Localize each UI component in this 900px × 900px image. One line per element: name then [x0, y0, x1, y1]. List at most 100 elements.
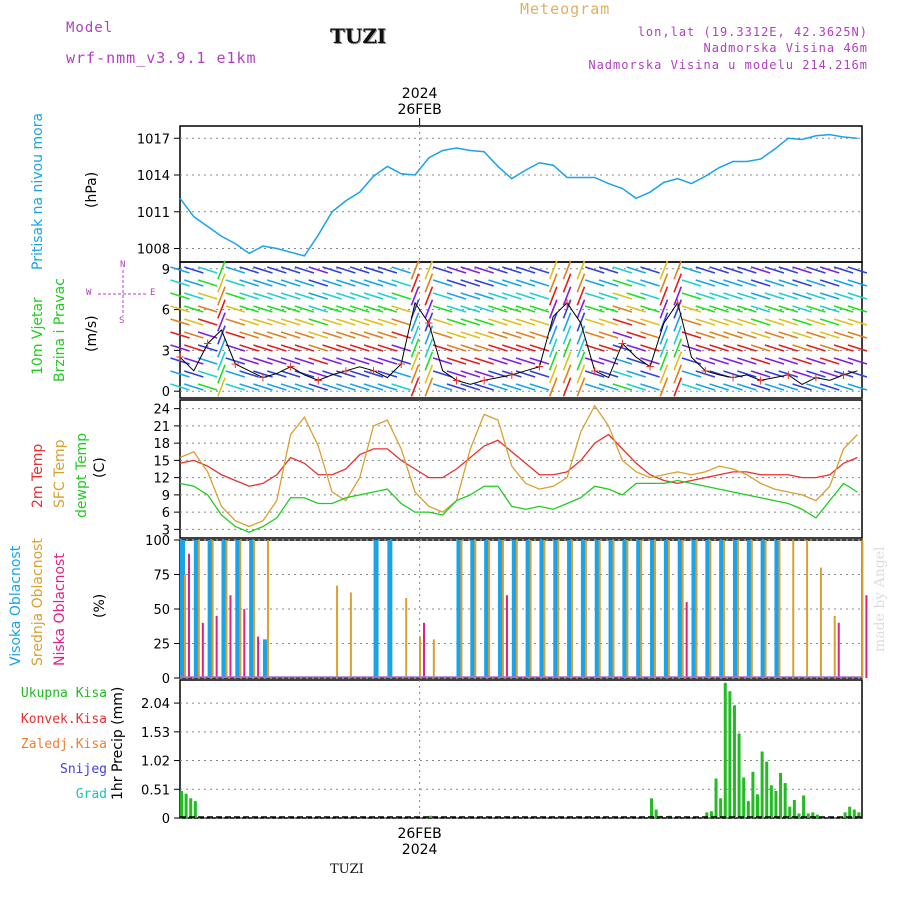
- bottom-year-label: 2024: [402, 842, 438, 858]
- high-cloud-bar: [650, 540, 656, 678]
- wind-barb: [239, 344, 259, 352]
- wind-barb: [266, 305, 287, 313]
- wind-barb: [474, 305, 494, 313]
- mid-cloud-bar: [557, 540, 560, 678]
- high-cloud-bar: [373, 540, 379, 678]
- precip-bar: [843, 812, 847, 818]
- mid-cloud-bar: [667, 540, 670, 678]
- wind-barb: [217, 338, 226, 358]
- panel-frame: [179, 679, 863, 819]
- wind-barb: [562, 351, 572, 371]
- wind-barb: [424, 364, 434, 384]
- wind-barb: [847, 383, 868, 391]
- wind-barb: [750, 370, 771, 378]
- legend-freezing-rain: Zaledj.Kisa: [20, 737, 107, 752]
- wind-barb: [806, 383, 826, 391]
- precip-bar: [654, 809, 658, 818]
- wind-gust-marker: +: [286, 360, 296, 374]
- wind-barb: [488, 318, 508, 326]
- y-tick-label: 6: [162, 506, 170, 521]
- wind-barb: [349, 318, 370, 326]
- credit-label: made by Angel: [872, 546, 888, 653]
- wind-barb: [659, 364, 669, 384]
- wind-barb: [170, 292, 190, 300]
- high-cloud-bar: [235, 540, 241, 678]
- wind-barb: [681, 357, 702, 365]
- high-cloud-bar: [691, 540, 697, 678]
- mid-cloud-bar: [571, 540, 574, 678]
- wind-barb: [847, 344, 868, 352]
- wind-barb: [432, 266, 453, 274]
- wind-barb: [391, 370, 411, 378]
- precip-bar: [774, 790, 778, 818]
- y-tick-label: 15: [153, 454, 170, 469]
- pressure-unit: (hPa): [84, 171, 100, 208]
- wind-barb: [695, 357, 716, 365]
- wind-barb: [659, 273, 669, 293]
- mid-cloud-bar: [612, 540, 615, 678]
- model-name: wrf-nmm_v3.9.1 e1km: [66, 49, 257, 67]
- wind-barb: [819, 318, 840, 326]
- wind-barb: [501, 370, 522, 378]
- wind-barb: [363, 383, 384, 391]
- precip-bar: [760, 751, 764, 818]
- wind-barb: [294, 357, 315, 365]
- wind-barb: [792, 305, 812, 313]
- wind-barb: [460, 383, 481, 391]
- wind-barb: [576, 286, 586, 306]
- wind-barb: [308, 344, 329, 352]
- wind-barb: [659, 286, 669, 306]
- wind-barb: [170, 383, 190, 391]
- wind-barb: [584, 344, 605, 352]
- wind-barb: [266, 266, 287, 274]
- low-cloud-bar: [257, 636, 260, 678]
- wind-barb: [529, 318, 550, 326]
- y-tick-label: 0: [162, 672, 170, 687]
- wind-gust-marker: +: [175, 350, 185, 364]
- mid-cloud-bar: [626, 540, 629, 678]
- wind-barb: [217, 260, 226, 280]
- dewpt-line: [179, 479, 858, 533]
- wind-barb: [792, 344, 812, 352]
- wind-barb: [612, 266, 633, 274]
- y-tick-label: 1008: [137, 243, 170, 258]
- wind-barb: [474, 331, 494, 339]
- wind-barb: [280, 383, 301, 391]
- wind-barb: [336, 357, 356, 365]
- wind-barb: [446, 370, 467, 378]
- wind-barb: [737, 292, 757, 300]
- wind-barb: [225, 318, 246, 326]
- wind-gust-marker: +: [811, 371, 821, 385]
- wind-barb: [598, 383, 619, 391]
- wind-barb: [806, 370, 826, 378]
- wind-barb: [184, 318, 204, 326]
- wind-barb: [548, 338, 558, 358]
- wind-barb: [515, 279, 536, 287]
- wind-barb: [695, 344, 716, 352]
- wind-barb: [612, 279, 633, 287]
- wind-barb: [424, 312, 434, 332]
- low-cloud-bar: [837, 622, 840, 678]
- wind-barb: [806, 266, 826, 274]
- wind-barb: [363, 344, 384, 352]
- wind-barb: [410, 273, 420, 293]
- wind-barb: [391, 292, 411, 300]
- wind-barb: [363, 305, 384, 313]
- wind-barb: [197, 318, 218, 326]
- wind-barb: [184, 370, 204, 378]
- wind-gust-marker: +: [673, 296, 683, 310]
- mid-cloud-bar: [529, 540, 532, 678]
- wind-barb: [750, 305, 771, 313]
- wind-barb: [377, 292, 398, 300]
- wind-barb: [548, 286, 558, 306]
- wind-barb: [548, 377, 558, 397]
- wind-barb: [778, 370, 799, 378]
- wind-barb: [432, 305, 453, 313]
- wind-barb: [322, 357, 342, 365]
- mid-cloud-bar: [184, 574, 186, 678]
- wind-barb: [792, 370, 812, 378]
- wind-barb: [474, 357, 494, 365]
- compass-east: E: [150, 288, 156, 298]
- mid-cloud-bar: [654, 540, 657, 678]
- wind-barb: [673, 273, 683, 293]
